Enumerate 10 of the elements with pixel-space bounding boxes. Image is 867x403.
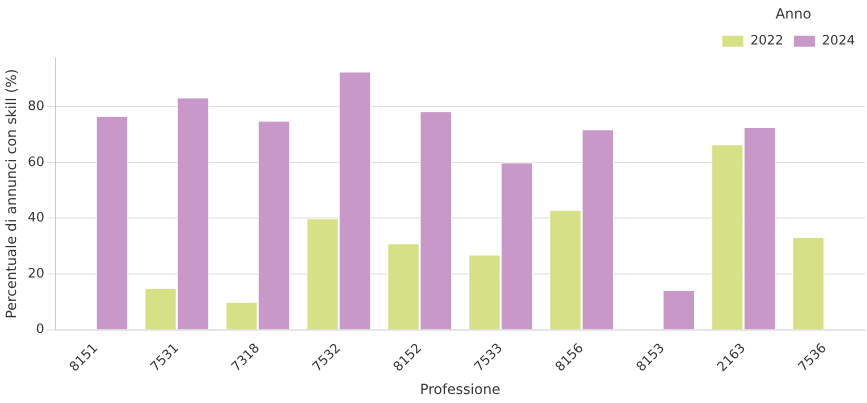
y-tick-label: 60	[28, 154, 44, 170]
x-axis-title: Professione	[420, 382, 500, 398]
y-tick-label: 80	[28, 98, 44, 114]
y-tick-label: 20	[28, 266, 44, 282]
y-tick-label: 0	[36, 322, 44, 338]
y-tick-label: 40	[28, 210, 44, 226]
legend-label: 2022	[750, 34, 784, 49]
legend-title: Anno	[775, 6, 812, 23]
y-axis-title: Percentuale di annunci con skill (%)	[4, 68, 20, 319]
legend-label: 2024	[822, 34, 856, 49]
